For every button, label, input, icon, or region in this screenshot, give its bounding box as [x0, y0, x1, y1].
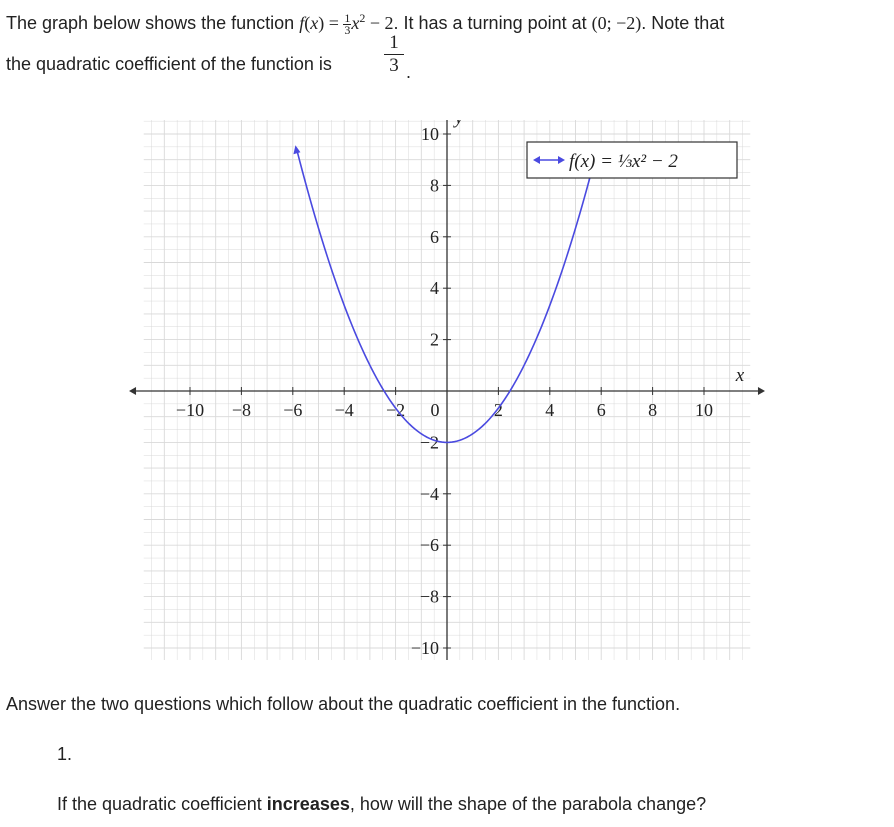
inline-fraction-num: 1	[343, 10, 352, 25]
x-tick-label: 4	[545, 400, 554, 420]
question-before: If the quadratic coefficient	[57, 794, 267, 814]
question-intro: Answer the two questions which follow ab…	[6, 694, 681, 714]
x-tick-label: 6	[597, 400, 606, 420]
intro-part2: . It has a turning point at	[393, 13, 592, 33]
func-x: x	[310, 13, 319, 33]
legend-label: f(x) = ⅓x² − 2	[569, 151, 678, 172]
question-bold: increases	[266, 794, 350, 814]
x-tick-label: 10	[695, 400, 713, 420]
y-tick-label: 10	[421, 124, 439, 144]
intro-part1: The graph below shows the function	[6, 13, 300, 33]
minus-two: − 2	[365, 13, 394, 33]
coefficient-num: 1	[384, 32, 404, 55]
y-tick-label: −10	[411, 638, 439, 658]
intro-line-2: the quadratic coefficient of the functio…	[6, 52, 332, 76]
intro-line-1: The graph below shows the function f(x) …	[6, 6, 724, 36]
coefficient-den: 3	[389, 55, 399, 76]
turning-point: (0; −2)	[591, 13, 642, 33]
curve-arrow-left	[293, 145, 301, 155]
coefficient-fraction: 1 3	[384, 32, 404, 77]
x-tick-label: 8	[648, 400, 657, 420]
question-number: 1.	[57, 744, 73, 764]
legend-arrow-left	[533, 156, 540, 164]
x-tick-label: 0	[431, 400, 440, 420]
intro-part3: . Note that	[641, 13, 725, 33]
question-after: , how will the shape of the parabola cha…	[349, 794, 707, 814]
x-squared-base: x	[351, 13, 360, 33]
func-close: ) =	[318, 13, 344, 33]
x-axis-arrow	[757, 387, 765, 395]
x-tick-label: −4	[335, 400, 354, 420]
y-tick-label: 8	[430, 175, 439, 195]
x-axis-arrow-left	[129, 387, 137, 395]
function-graph: −10−8−6−4−20246810108642−2−4−6−8−10xyf(x…	[129, 120, 765, 660]
y-axis-label: y	[453, 120, 464, 129]
intro-line2-text: the quadratic coefficient of the functio…	[6, 54, 332, 74]
y-tick-label: −8	[420, 587, 439, 607]
exponent: 2	[359, 11, 366, 25]
x-tick-label: 2	[494, 400, 503, 420]
question-text: If the quadratic coefficient increases, …	[57, 794, 706, 815]
y-tick-label: 2	[430, 330, 439, 350]
x-tick-label: −10	[176, 400, 204, 420]
y-tick-label: −4	[420, 484, 439, 504]
func-name: f	[299, 13, 305, 33]
x-tick-label: −8	[232, 400, 251, 420]
y-tick-label: 4	[430, 278, 439, 298]
x-tick-label: −6	[283, 400, 302, 420]
y-tick-label: −2	[420, 432, 439, 452]
y-tick-label: −6	[420, 535, 439, 555]
func-open: (	[304, 13, 311, 33]
coefficient-period: .	[406, 62, 412, 82]
x-axis-label: x	[735, 365, 745, 386]
legend-arrow-right	[558, 156, 565, 164]
inline-fraction-den: 3	[344, 22, 351, 37]
y-tick-label: 6	[430, 227, 439, 247]
